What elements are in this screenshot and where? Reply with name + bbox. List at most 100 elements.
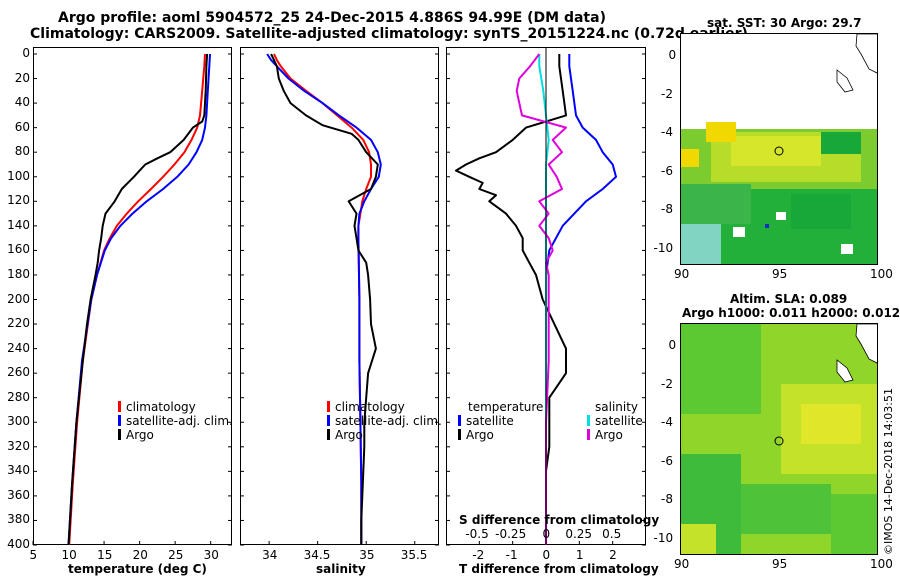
series-line-t-satellite — [545, 54, 617, 545]
map-y-tick-label: -8 — [661, 202, 673, 216]
x-tick-label: 25 — [168, 548, 184, 562]
series-line-argo — [270, 53, 379, 545]
x-tick-label: -1 — [505, 548, 518, 562]
sla-map-svg — [681, 324, 877, 554]
map-y-tick-label: -6 — [661, 163, 673, 178]
coastline — [836, 324, 877, 383]
sla-field — [681, 324, 877, 554]
y-tick-label: 200 — [7, 291, 30, 306]
map-y-tick-label: -4 — [661, 125, 673, 139]
y-tick-label: 260 — [7, 365, 30, 380]
legend-item-argo: Argo — [327, 428, 442, 442]
map-y-tick-label: -2 — [661, 86, 673, 101]
y-tick-label: 20 — [14, 70, 30, 85]
y-tick-label: 160 — [7, 242, 30, 257]
x-tick-label: 5 — [29, 548, 38, 562]
legend-item-satellite: satellite-adj. clim. — [118, 414, 233, 428]
argo-position-marker — [774, 436, 784, 446]
legend-item-climatology: climatology — [118, 400, 233, 414]
y-tick-label: 280 — [7, 389, 30, 404]
x-tick-label: 34.5 — [303, 548, 331, 562]
sla-map[interactable] — [680, 323, 878, 555]
x-tick-label: 20 — [132, 548, 148, 562]
legend-item-s-argo: Argo — [587, 428, 643, 442]
map-y-tick-label: -2 — [661, 376, 673, 391]
y-tick-label: 380 — [7, 512, 30, 527]
x-tick-label: 34 — [262, 548, 278, 562]
credit-text: ©IMOS 14-Dec-2018 14:03:51 — [882, 388, 895, 555]
series-line-satellite-adj-clim- — [266, 53, 382, 545]
map-x-tick-label: 100 — [870, 267, 893, 281]
x-tick-label: 1 — [575, 548, 584, 562]
sst-field — [681, 122, 877, 264]
temperature-panel — [33, 47, 232, 545]
map-y-tick-label: 0 — [668, 48, 677, 62]
cyan-mark-icon — [587, 415, 590, 426]
x-tick-label: -2 — [472, 548, 485, 562]
black-mark-icon — [118, 429, 121, 440]
sla-map-title-1: Altim. SLA: 0.089 — [730, 292, 848, 306]
tdiff-legend: temperature satellite Argo — [458, 400, 543, 442]
map-y-tick-label: -6 — [661, 453, 673, 468]
legend-heading-temperature: temperature — [468, 400, 544, 414]
sst-map[interactable] — [680, 33, 878, 265]
legend-item-s-satellite: satellite — [587, 414, 643, 428]
s-diff-tick-label: -0.25 — [495, 527, 527, 541]
magenta-mark-icon — [587, 429, 590, 440]
x-tick-label: 0 — [542, 548, 551, 562]
blue-mark-icon — [118, 415, 121, 426]
x-tick-label: 10 — [61, 548, 77, 562]
y-tick-label: 180 — [7, 266, 30, 281]
temperature-legend: climatology satellite-adj. clim. Argo — [118, 400, 233, 442]
s-diff-tick-label: 0.5 — [602, 527, 622, 541]
coastline — [836, 34, 877, 93]
y-tick-label: 140 — [7, 217, 30, 232]
temperature-xlabel: temperature (deg C) — [68, 562, 207, 576]
y-tick-label: 0 — [22, 46, 30, 60]
sdiff-legend: salinity satellite Argo — [587, 400, 643, 442]
series-line-argo — [67, 53, 209, 546]
legend-item-argo: Argo — [118, 428, 233, 442]
blue-mark-icon — [458, 415, 461, 426]
sst-map-title: sat. SST: 30 Argo: 29.7 — [707, 16, 862, 30]
sst-map-svg — [681, 34, 877, 264]
y-tick-label: 100 — [7, 168, 30, 183]
map-y-tick-label: -10 — [653, 530, 674, 545]
legend-heading-salinity: salinity — [595, 400, 639, 414]
x-tick-label: 35 — [359, 548, 375, 562]
sla-map-title-2: Argo h1000: 0.011 h2000: 0.012 — [682, 306, 900, 320]
y-tick-label: 120 — [7, 193, 30, 208]
salinity-legend: climatology satellite-adj. clim. Argo — [327, 400, 442, 442]
sdiff-xlabel: S difference from climatology — [459, 513, 660, 527]
y-tick-label: 60 — [14, 119, 30, 134]
title-line-1: Argo profile: aoml 5904572_25 24-Dec-201… — [58, 10, 606, 26]
red-mark-icon — [327, 401, 330, 412]
series-line-s-argo — [515, 53, 567, 545]
x-tick-label: 15 — [97, 548, 113, 562]
map-y-tick-label: -8 — [661, 492, 673, 506]
map-x-tick-label: 90 — [674, 557, 690, 571]
series-line-climatology — [68, 53, 206, 546]
legend-item-satellite: satellite-adj. clim. — [327, 414, 442, 428]
x-tick-label: 2 — [609, 548, 617, 562]
argo-position-marker — [774, 146, 784, 156]
y-tick-label: 40 — [14, 95, 30, 110]
map-x-tick-label: 95 — [772, 557, 788, 571]
series-line-s-satellite — [538, 54, 550, 545]
y-tick-label: 340 — [7, 463, 30, 478]
s-diff-tick-label: 0 — [542, 527, 551, 541]
s-diff-tick-label: 0.25 — [565, 527, 593, 541]
black-mark-icon — [327, 429, 330, 440]
legend-item-t-satellite: satellite — [458, 414, 543, 428]
blue-mark-icon — [327, 415, 330, 426]
title-line-2: Climatology: CARS2009. Satellite-adjuste… — [30, 26, 748, 42]
red-mark-icon — [118, 401, 121, 412]
black-mark-icon — [458, 429, 461, 440]
map-x-tick-label: 100 — [870, 557, 893, 571]
tdiff-xlabel: T difference from climatology — [459, 562, 659, 576]
y-tick-label: 220 — [7, 316, 30, 331]
x-tick-label: 35.5 — [400, 548, 428, 562]
y-tick-label: 320 — [7, 438, 30, 453]
y-tick-label: 400 — [7, 537, 30, 551]
